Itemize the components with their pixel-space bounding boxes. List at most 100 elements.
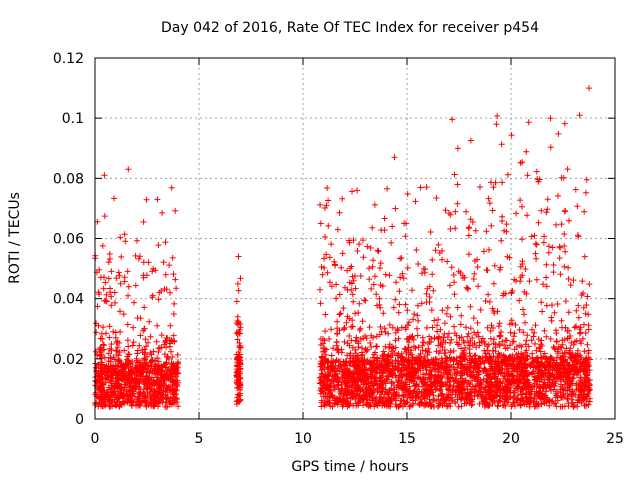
data-point: [327, 403, 334, 409]
data-point: [584, 341, 591, 348]
data-point: [317, 300, 324, 307]
data-point: [113, 339, 120, 346]
data-point: [426, 396, 433, 403]
data-point: [429, 271, 436, 278]
data-point: [404, 264, 411, 271]
data-point: [395, 378, 402, 385]
data-point: [162, 239, 169, 246]
data-point: [355, 344, 362, 351]
data-point: [486, 246, 492, 253]
data-point: [344, 267, 351, 274]
data-point: [140, 218, 147, 225]
data-point: [155, 242, 162, 249]
data-point: [483, 228, 490, 235]
data-point: [454, 145, 461, 152]
data-point: [451, 171, 458, 178]
data-point: [586, 281, 593, 288]
data-point: [103, 291, 110, 298]
data-point: [470, 315, 477, 322]
data-point: [356, 241, 363, 248]
data-point: [133, 355, 140, 362]
data-point: [434, 328, 441, 335]
data-point: [412, 198, 419, 205]
data-point: [538, 207, 545, 214]
data-point: [101, 172, 108, 179]
data-point: [354, 187, 361, 194]
data-point: [113, 347, 119, 354]
data-point: [441, 320, 448, 327]
data-point: [465, 251, 472, 258]
data-point: [391, 350, 398, 356]
data-point: [235, 253, 242, 260]
data-point: [577, 329, 584, 336]
data-point: [373, 291, 380, 298]
data-point: [392, 337, 399, 344]
data-point: [151, 361, 158, 368]
data-point: [486, 200, 493, 207]
data-point: [145, 339, 151, 346]
data-point: [417, 184, 424, 191]
data-point: [124, 391, 131, 398]
data-point: [395, 403, 402, 410]
data-point: [116, 272, 123, 279]
data-point: [406, 377, 413, 384]
data-point: [129, 364, 136, 371]
y-tick-label: 0.1: [62, 111, 84, 127]
data-point: [405, 339, 412, 346]
data-point: [547, 144, 554, 151]
data-point: [234, 318, 241, 324]
data-point: [540, 239, 547, 246]
data-point: [574, 203, 581, 210]
data-point: [454, 304, 461, 311]
data-point: [237, 275, 244, 282]
data-point: [388, 239, 395, 246]
data-point: [368, 332, 375, 339]
data-point: [544, 206, 551, 213]
data-point: [499, 179, 506, 186]
data-point: [106, 323, 113, 330]
data-point: [125, 292, 131, 299]
data-point: [111, 195, 117, 202]
data-point: [154, 355, 161, 361]
data-point: [108, 341, 115, 348]
data-point: [236, 392, 243, 399]
data-point: [121, 347, 128, 354]
data-point: [146, 369, 153, 376]
data-point: [417, 350, 424, 357]
data-point: [142, 356, 149, 363]
data-point: [393, 374, 399, 381]
data-point: [123, 375, 130, 382]
data-point: [175, 370, 182, 377]
data-point: [152, 267, 159, 274]
data-point: [550, 262, 557, 268]
data-point: [93, 367, 100, 374]
data-point: [132, 282, 139, 289]
data-point: [134, 367, 141, 373]
data-point: [401, 220, 408, 227]
data-point: [172, 276, 179, 283]
data-point: [498, 329, 505, 335]
data-point: [381, 215, 388, 222]
data-point: [101, 213, 108, 220]
data-point: [234, 354, 241, 361]
data-point: [125, 351, 132, 357]
data-point: [447, 226, 454, 232]
data-point: [170, 271, 177, 278]
data-point: [126, 351, 133, 358]
data-point: [237, 386, 243, 393]
data-point: [159, 209, 166, 216]
data-point: [147, 349, 154, 356]
data-point: [532, 240, 539, 247]
data-point: [586, 398, 593, 405]
data-point: [142, 336, 149, 343]
data-point: [485, 195, 492, 202]
data-point: [235, 287, 242, 294]
data-point: [538, 337, 545, 344]
data-point: [147, 333, 154, 340]
data-point: [404, 191, 411, 197]
data-point: [148, 386, 155, 393]
data-point: [482, 298, 489, 304]
data-point: [163, 344, 170, 351]
data-point: [466, 346, 473, 353]
data-point: [392, 296, 399, 303]
